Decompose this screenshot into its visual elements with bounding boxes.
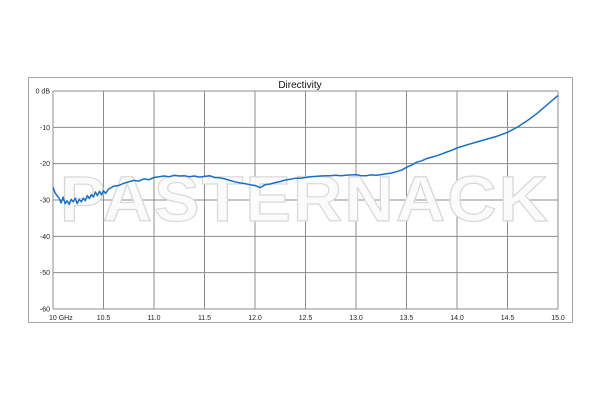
x-tick-label: 15.0 [551, 315, 565, 322]
y-tick-label: -60 [40, 307, 50, 314]
x-tick-label: 10 GHz [49, 315, 73, 322]
x-tick-label: 12.0 [248, 315, 262, 322]
chart-title: Directivity [278, 80, 321, 91]
x-tick-label: 14.5 [501, 315, 515, 322]
y-tick-label: -10 [40, 125, 50, 132]
x-tick-label: 14.0 [450, 315, 464, 322]
x-tick-label: 10.5 [97, 315, 111, 322]
y-tick-label: -50 [40, 270, 50, 277]
x-tick-label: 11.5 [198, 315, 211, 322]
y-tick-label: -20 [40, 161, 50, 168]
pasternack-watermark-logo: PASTERNACK [60, 163, 550, 235]
y-tick-label: 0 dB [36, 89, 51, 96]
x-tick-label: 13.0 [349, 315, 363, 322]
y-tick-label: -30 [40, 198, 50, 205]
x-tick-label: 12.5 [299, 315, 313, 322]
y-axis-ticks: 0 dB -10 -20 -30 -40 -50 -60 [36, 89, 51, 314]
x-tick-label: 13.5 [400, 315, 414, 322]
directivity-series-line [52, 94, 559, 206]
grid [52, 90, 559, 310]
x-tick-label: 11.0 [147, 315, 160, 322]
y-tick-label: -40 [40, 234, 50, 241]
x-axis-ticks: 10 GHz 10.5 11.0 11.5 12.0 12.5 13.0 13.5 14.0 14… [49, 315, 565, 322]
